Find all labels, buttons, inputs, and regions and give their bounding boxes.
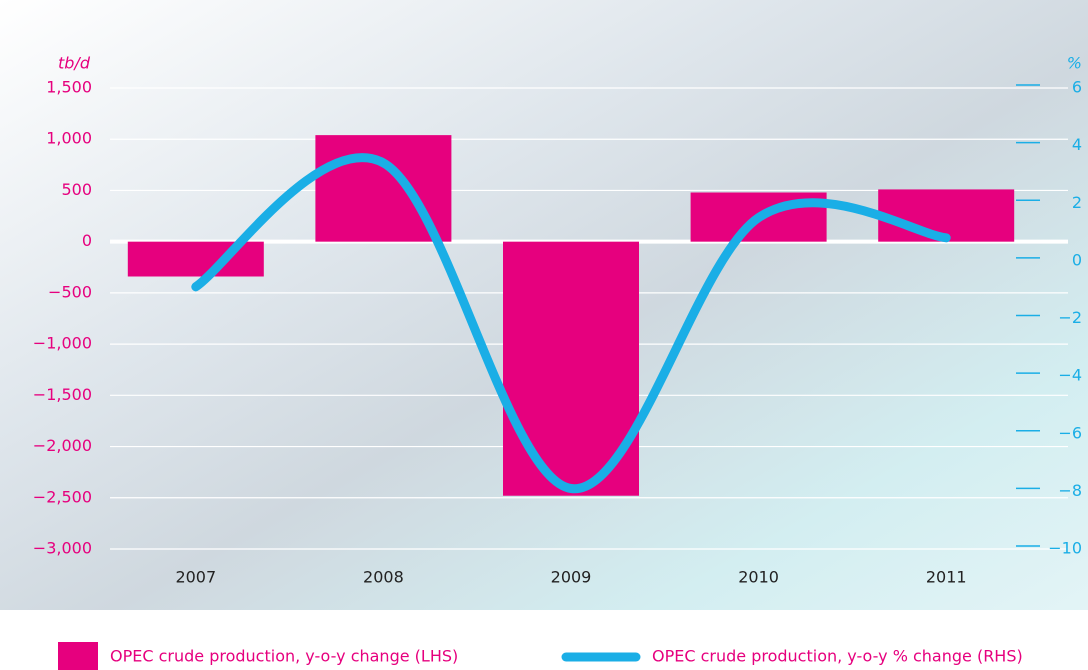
y2-tick-label: −2 bbox=[1058, 308, 1082, 327]
y2-tick-label: 0 bbox=[1072, 250, 1082, 269]
y-tick-label: 0 bbox=[82, 231, 92, 250]
y-tick-label: 1,000 bbox=[46, 129, 92, 148]
y-tick-label: −2,500 bbox=[33, 487, 92, 506]
y-tick-label: −3,000 bbox=[33, 539, 92, 558]
y2-axis-label: % bbox=[1067, 54, 1082, 73]
x-tick-label: 2008 bbox=[363, 568, 404, 587]
legend-label: OPEC crude production, y-o-y % change (R… bbox=[652, 647, 1023, 666]
bar bbox=[127, 241, 264, 277]
x-tick-label: 2010 bbox=[738, 568, 779, 587]
y-tick-label: 500 bbox=[61, 180, 92, 199]
y-tick-label: −1,000 bbox=[33, 334, 92, 353]
y-tick-label: −500 bbox=[48, 282, 92, 301]
y2-tick-label: 4 bbox=[1072, 135, 1082, 154]
y-tick-label: −2,000 bbox=[33, 436, 92, 455]
y2-tick-label: 2 bbox=[1072, 193, 1082, 212]
line bbox=[191, 153, 951, 494]
y2-tick-label: −8 bbox=[1058, 481, 1082, 500]
y2-tick-label: −4 bbox=[1058, 366, 1082, 385]
y2-tick-label: −6 bbox=[1058, 423, 1082, 442]
x-tick-label: 2009 bbox=[551, 568, 592, 587]
y2-tick-label: 6 bbox=[1072, 78, 1082, 97]
x-tick-label: 2007 bbox=[175, 568, 216, 587]
legend-swatch bbox=[58, 642, 98, 670]
y-tick-label: −1,500 bbox=[33, 385, 92, 404]
y2-tick-label: −10 bbox=[1048, 539, 1082, 558]
y-axis-label: tb/d bbox=[58, 54, 91, 73]
x-tick-label: 2011 bbox=[926, 568, 967, 587]
legend-label: OPEC crude production, y-o-y change (LHS… bbox=[110, 647, 458, 666]
y-tick-label: 1,500 bbox=[46, 78, 92, 97]
bar bbox=[878, 189, 1015, 242]
